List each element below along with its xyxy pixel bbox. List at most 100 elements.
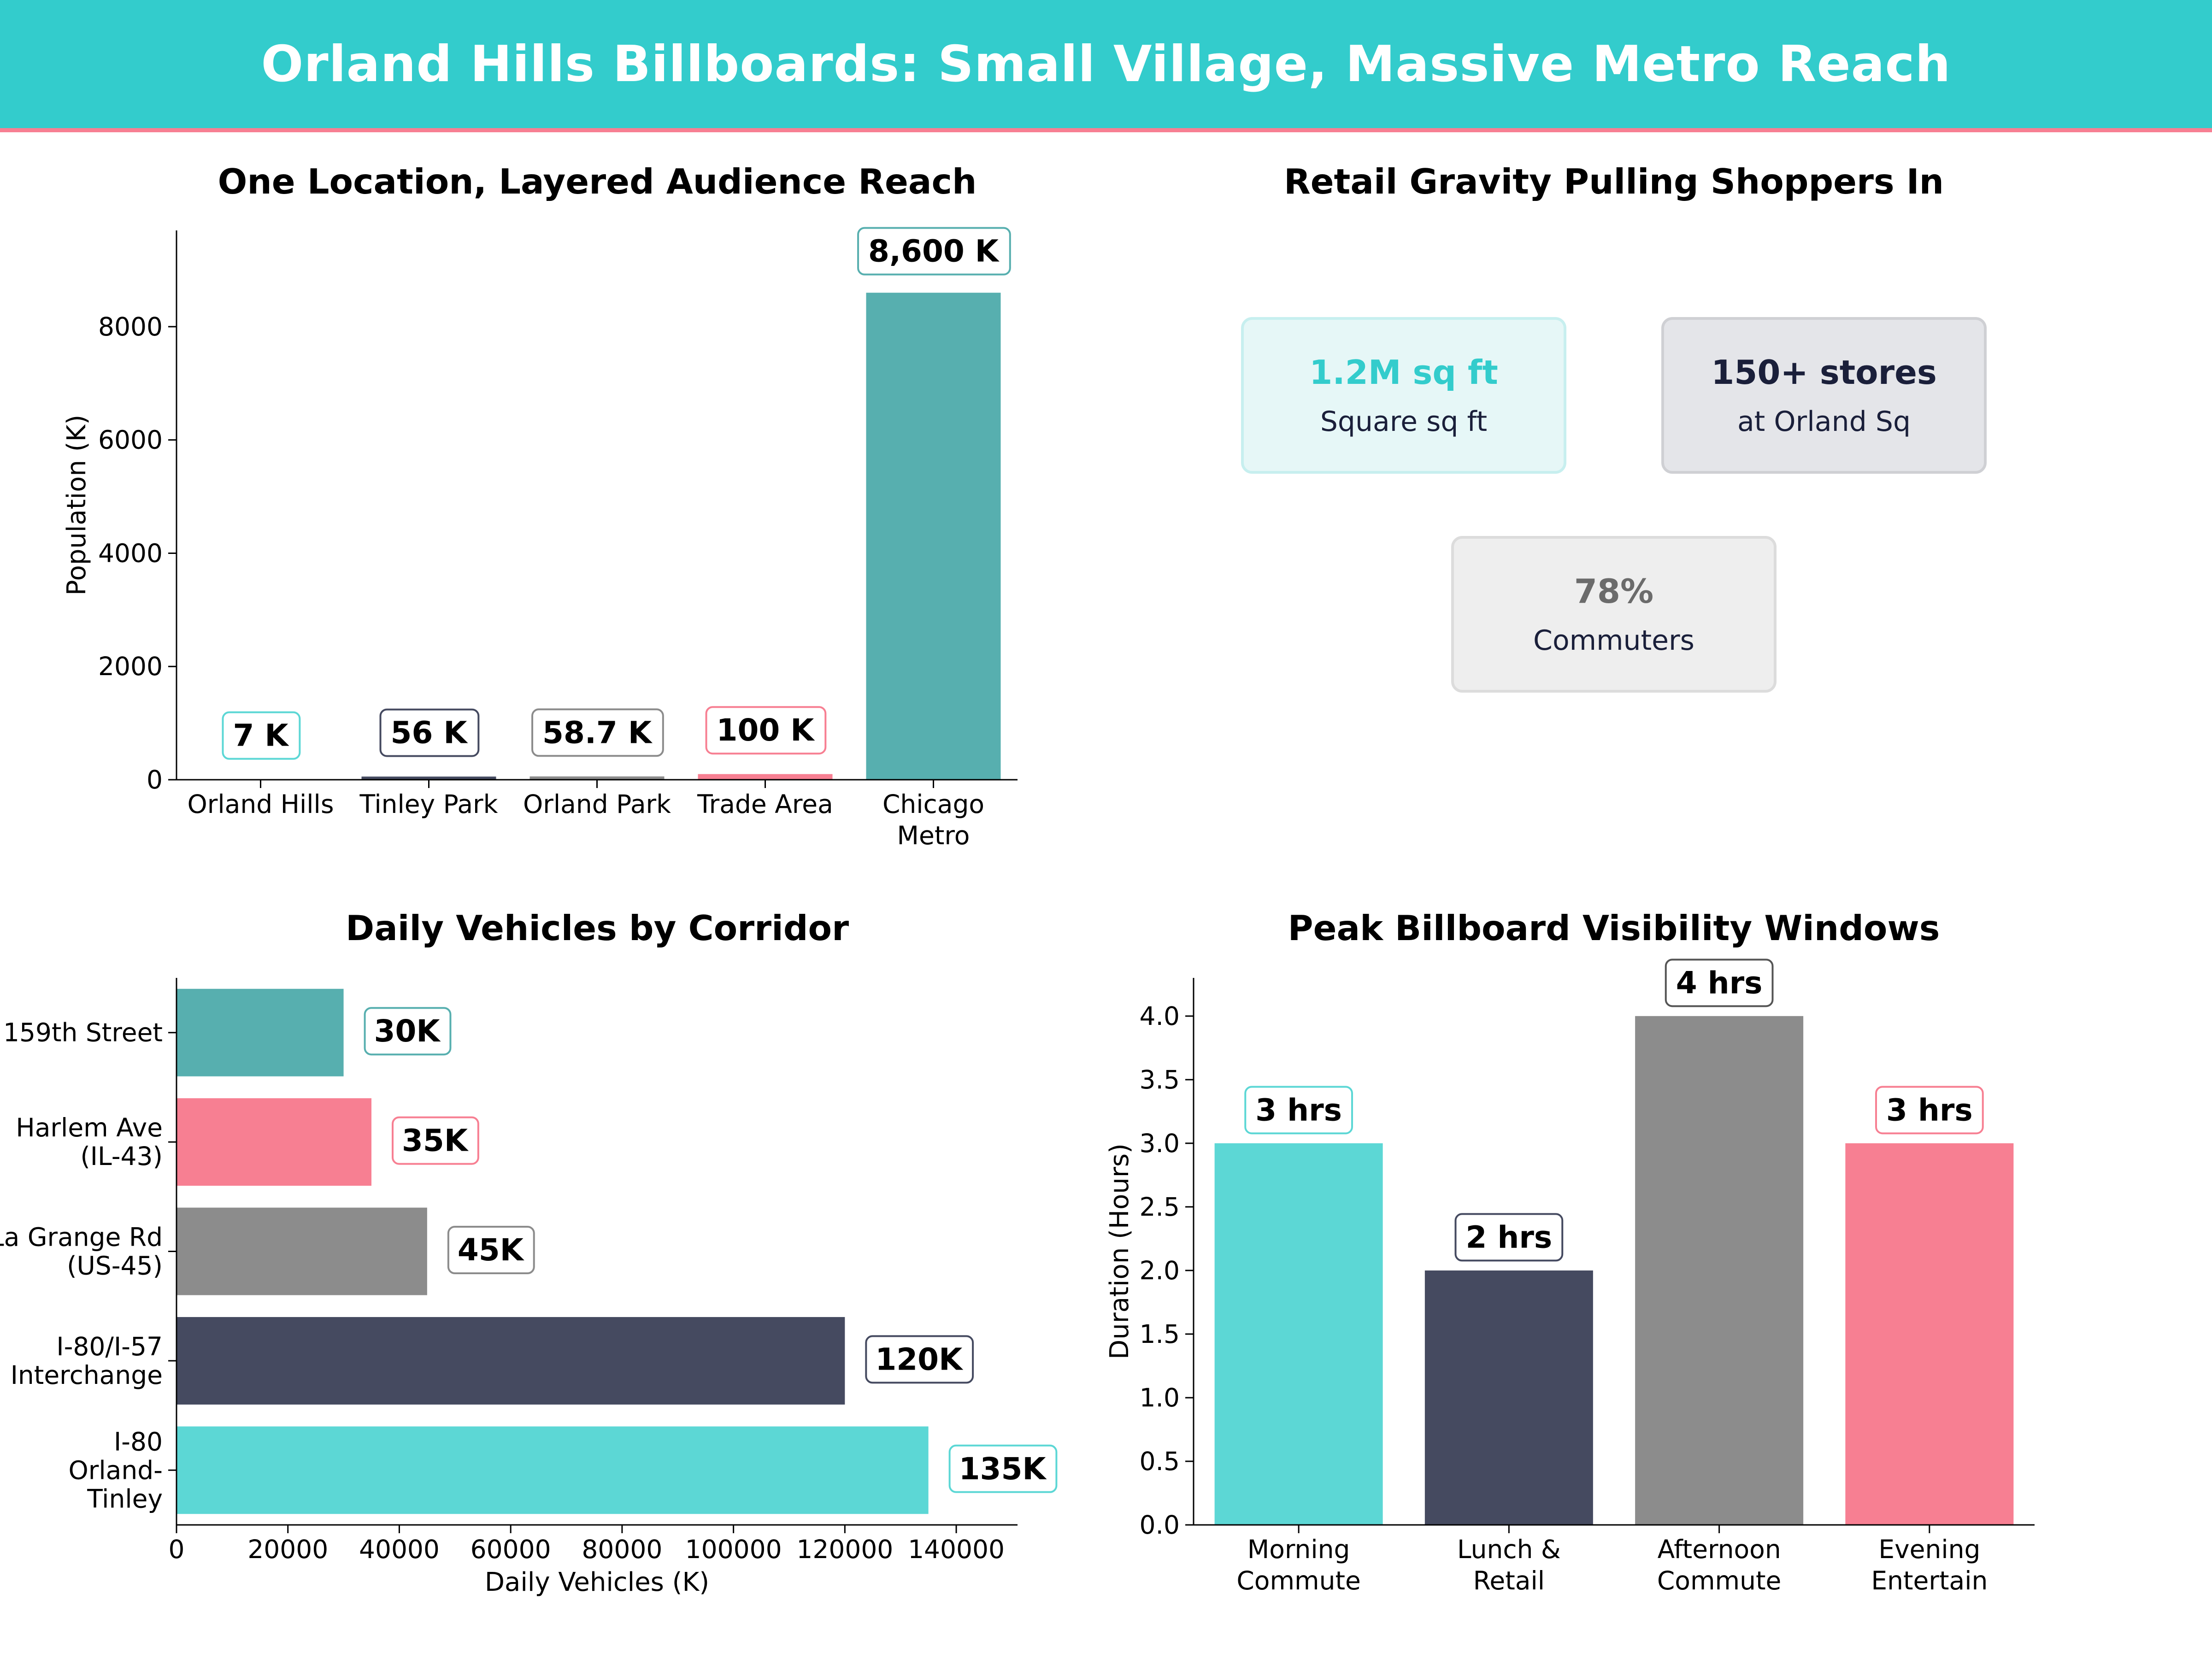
- chart2-ytick-label-line: Orland-: [68, 1455, 163, 1485]
- chart1-xtick-label: Chicago Metro: [882, 789, 984, 850]
- chart3-data-label-box: [1454, 1213, 1564, 1262]
- retail-kpi-label: at Orland Sq: [1737, 406, 1911, 438]
- chart2-ytick-label: I-80 Orland-Tinley: [68, 1427, 163, 1513]
- chart3-xtick-label-line: Morning: [1247, 1535, 1350, 1564]
- chart2-ytick-label: I-80/I-57 Interchange: [11, 1332, 163, 1390]
- chart2-ytick-label-line: (US-45): [67, 1251, 163, 1281]
- chart2-xtick-label: 100000: [685, 1535, 782, 1564]
- chart3-ytick-label: 3.5: [1140, 1065, 1180, 1094]
- chart3-data-label-group: 2 hrs: [1454, 1213, 1564, 1262]
- chart3-xtick-label-line: Afternoon: [1658, 1535, 1781, 1564]
- chart1-xtick-label-line: Orland Park: [523, 789, 671, 819]
- chart3-data-label-box: [1665, 959, 1774, 1007]
- chart1-title: One Location, Layered Audience Reach: [218, 161, 977, 202]
- chart2-data-label-group: 35K: [392, 1116, 479, 1165]
- chart3-data-label: 2 hrs: [1466, 1219, 1553, 1255]
- chart3-data-label: 3 hrs: [1886, 1092, 1973, 1128]
- chart3-ytick-label: 1.0: [1140, 1383, 1180, 1412]
- chart2-data-label: 120K: [875, 1341, 964, 1377]
- page-title: Orland Hills Billboards: Small Village, …: [261, 35, 1951, 93]
- chart3-xtick-label: Afternoon Commute: [1657, 1535, 1781, 1595]
- chart2-xtick-label: 80000: [582, 1535, 662, 1564]
- chart2-data-label: 30K: [374, 1013, 441, 1049]
- chart3-ytick-label: 3.0: [1140, 1129, 1180, 1158]
- chart3-data-label: 3 hrs: [1255, 1092, 1342, 1128]
- chart2-title: Daily Vehicles by Corridor: [346, 908, 849, 948]
- chart2-data-label-group: 45K: [447, 1226, 535, 1274]
- chart1-bar: [866, 293, 1001, 780]
- chart2-data-label-group: 30K: [364, 1007, 452, 1056]
- chart3-xtick-label-line: Commute: [1236, 1566, 1360, 1595]
- chart1-bar: [698, 774, 833, 780]
- chart3-xtick-label-line: Retail: [1473, 1566, 1545, 1595]
- chart1-data-label-box: [857, 227, 1011, 276]
- chart1-data-label-group: 100 K: [705, 706, 827, 755]
- chart1-bar: [361, 777, 496, 780]
- chart3-xtick-label: Evening Entertain: [1871, 1535, 1988, 1595]
- chart2-ytick-label-line: 159th Street: [3, 1018, 163, 1047]
- chart2-ytick-label-line: Harlem Ave: [16, 1113, 163, 1142]
- chart2-xtick-label: 140000: [908, 1535, 1005, 1564]
- chart2-ytick-label-line: Interchange: [11, 1360, 163, 1390]
- retail-kpi-value: 150+ stores: [1711, 353, 1937, 392]
- chart1-data-label-group: 7 K: [222, 711, 301, 760]
- chart3-data-label-box: [1244, 1086, 1353, 1135]
- chart1-xtick-label: Tinley Park: [359, 789, 498, 819]
- chart1-data-label: 8,600 K: [868, 234, 1000, 269]
- chart1-ylabel: Population (K): [62, 415, 92, 595]
- retail-kpi-value: 78%: [1574, 572, 1654, 611]
- chart3-title: Peak Billboard Visibility Windows: [1288, 908, 1940, 948]
- chart1-bar: [529, 776, 665, 780]
- retail-panel-title: Retail Gravity Pulling Shoppers In: [1284, 161, 1944, 202]
- chart3-bar: [1635, 1016, 1804, 1525]
- chart1-xtick-label: Trade Area: [697, 789, 833, 819]
- chart1-xtick-label-line: Metro: [897, 821, 970, 850]
- chart1-xtick-label-line: Orland Hills: [188, 789, 334, 819]
- chart3-xtick-label-line: Entertain: [1871, 1566, 1988, 1595]
- chart1-data-label-box: [531, 708, 664, 757]
- chart2-data-label-box: [865, 1335, 974, 1384]
- chart2-bar: [176, 1207, 427, 1295]
- chart2-data-label: 35K: [402, 1123, 469, 1159]
- chart2-ytick-label: 159th Street: [3, 1018, 163, 1047]
- chart3-xtick-label: Morning Commute: [1236, 1535, 1360, 1595]
- chart1-data-label: 100 K: [717, 712, 816, 748]
- chart3-ytick-label: 2.5: [1140, 1192, 1180, 1222]
- chart2-data-label-box: [364, 1007, 452, 1056]
- retail-kpi-card: 1.2M sq ft Square sq ft: [1241, 317, 1566, 474]
- chart1-xtick-label-line: Chicago: [882, 789, 984, 819]
- chart1-ytick-label: 6000: [98, 425, 163, 455]
- chart1-data-label-group: 58.7 K: [531, 708, 664, 757]
- chart3-data-label-group: 4 hrs: [1665, 959, 1774, 1007]
- chart2-xtick-label: 60000: [471, 1535, 551, 1564]
- chart2-data-label-group: 135K: [948, 1444, 1058, 1493]
- chart2-bar: [176, 1098, 372, 1186]
- chart2-ytick-label-line: Tinley: [87, 1484, 163, 1513]
- chart3-ytick-label: 0.0: [1140, 1510, 1180, 1540]
- chart1-xtick-label-line: Trade Area: [697, 789, 833, 819]
- chart3-data-label: 4 hrs: [1676, 965, 1763, 1000]
- chart3-bar: [1424, 1270, 1593, 1525]
- chart2-data-label: 45K: [458, 1232, 525, 1268]
- chart2-xtick-label: 0: [169, 1535, 185, 1564]
- chart2-ytick-label-line: La Grange Rd: [0, 1223, 163, 1252]
- chart3-xtick-label-line: Lunch &: [1457, 1535, 1561, 1564]
- chart2-bar: [176, 1426, 929, 1514]
- chart2-xtick-label: 120000: [796, 1535, 893, 1564]
- chart1-data-label: 56 K: [391, 715, 469, 751]
- chart2-bar: [176, 988, 344, 1077]
- chart1-data-label: 7 K: [233, 718, 289, 753]
- chart3-ytick-label: 2.0: [1140, 1256, 1180, 1285]
- chart1-data-label-group: 8,600 K: [857, 227, 1011, 276]
- chart2-data-label-group: 120K: [865, 1335, 974, 1384]
- header-banner: Orland Hills Billboards: Small Village, …: [0, 0, 2212, 132]
- chart2-ytick-label-line: I-80/I-57: [56, 1332, 163, 1361]
- chart2-data-label-box: [392, 1116, 479, 1165]
- chart1-data-label: 58.7 K: [542, 715, 653, 750]
- chart2-xtick-label: 40000: [359, 1535, 440, 1564]
- chart1-data-label-box: [705, 706, 827, 755]
- chart2-xlabel: Daily Vehicles (K): [485, 1567, 709, 1597]
- retail-kpi-label: Square sq ft: [1320, 406, 1488, 438]
- chart1-ytick-label: 0: [147, 765, 163, 794]
